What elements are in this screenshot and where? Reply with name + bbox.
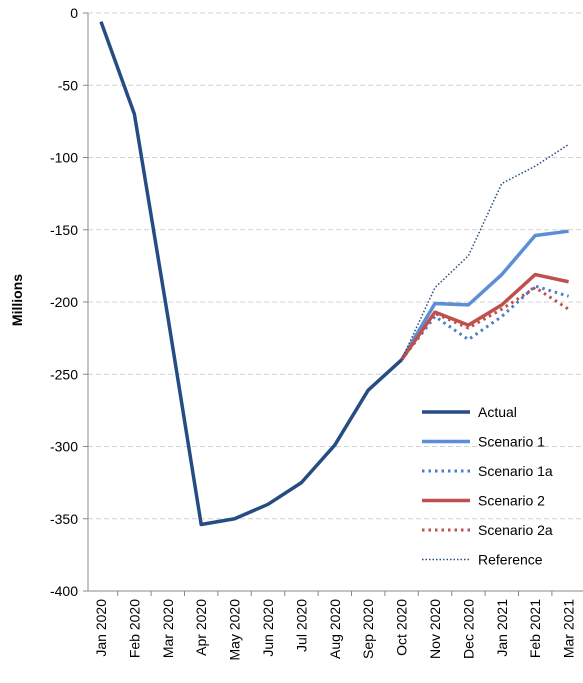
- legend-label: Scenario 1a: [478, 463, 553, 479]
- x-tick-label: Feb 2020: [126, 599, 142, 658]
- x-tick-label: Dec 2020: [460, 599, 476, 659]
- legend-label: Scenario 2a: [478, 522, 553, 538]
- y-tick-label: -350: [50, 511, 78, 527]
- y-tick-label: -100: [50, 150, 78, 166]
- x-tick-label: Apr 2020: [193, 599, 209, 656]
- y-tick-label: 0: [70, 5, 78, 21]
- series-line: [400, 229, 569, 361]
- y-tick-label: -200: [50, 294, 78, 310]
- x-tick-label: Jun 2020: [260, 599, 276, 657]
- y-axis-label: Millions: [9, 274, 25, 326]
- x-tick-label: May 2020: [227, 599, 243, 661]
- x-tick-label: Mar 2020: [160, 599, 176, 658]
- legend-label: Scenario 2: [478, 493, 545, 509]
- series-line: [400, 143, 570, 361]
- x-tick-label: Nov 2020: [427, 599, 443, 659]
- x-tick-label: Sep 2020: [360, 599, 376, 659]
- x-tick-label: Jan 2020: [93, 599, 109, 657]
- y-tick-label: -150: [50, 222, 78, 238]
- series-line: [400, 272, 569, 361]
- x-tick-label: Feb 2021: [527, 599, 543, 658]
- x-tick-label: Jan 2021: [494, 599, 510, 657]
- legend-label: Scenario 1: [478, 434, 545, 450]
- x-tick-label: Aug 2020: [327, 599, 343, 659]
- x-tick-label: Mar 2021: [561, 599, 577, 658]
- y-tick-label: -400: [50, 583, 78, 599]
- x-tick-label: Jul 2020: [293, 599, 309, 652]
- y-tick-label: -300: [50, 439, 78, 455]
- series-line: [400, 286, 570, 361]
- y-tick-label: -250: [50, 366, 78, 382]
- series-line: [99, 21, 403, 527]
- legend-label: Actual: [478, 404, 517, 420]
- y-tick-label: -50: [58, 77, 78, 93]
- legend-label: Reference: [478, 552, 543, 568]
- x-tick-label: Oct 2020: [394, 599, 410, 656]
